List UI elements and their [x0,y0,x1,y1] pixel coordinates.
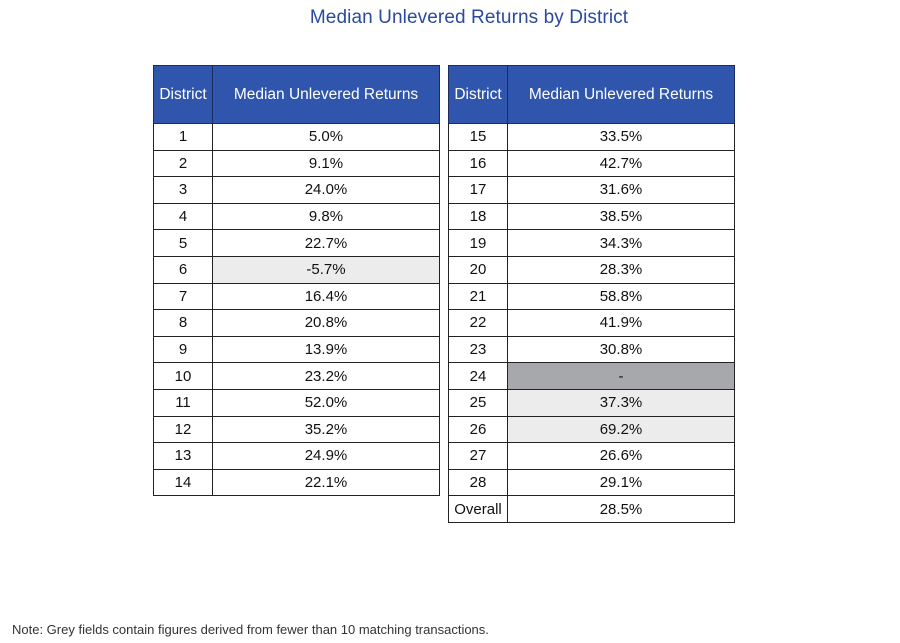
table-row: 9 13.9% [153,335,440,364]
return-value-cell: 58.8% [507,282,735,311]
district-cell: 12 [153,415,213,444]
district-cell: 18 [448,202,508,231]
district-cell: 27 [448,442,508,470]
district-cell: 21 [448,282,508,311]
header-district: District [153,65,213,124]
table-row: 7 16.4% [153,282,440,311]
return-value-cell: 29.1% [507,468,735,497]
table-row: 21 58.8% [448,282,735,311]
return-value-cell: 16.4% [212,282,440,311]
header-row: District Median Unlevered Returns [448,65,735,124]
return-value-cell: 13.9% [212,335,440,364]
table-row: 14 22.1% [153,468,440,497]
district-cell: 23 [448,335,508,364]
district-cell: 8 [153,309,213,337]
table-row: 10 23.2% [153,362,440,390]
return-value-cell: 28.3% [507,255,735,284]
district-cell: 14 [153,468,213,497]
table-row: 19 34.3% [448,229,735,257]
chart-title: Median Unlevered Returns by District [309,7,629,28]
district-cell: 2 [153,149,213,178]
table-row: 26 69.2% [448,415,735,444]
table-row: 15 33.5% [448,123,735,151]
table-row: 16 42.7% [448,149,735,178]
return-value-cell: 26.6% [507,442,735,470]
district-cell: 17 [448,176,508,204]
table-row: 5 22.7% [153,229,440,257]
district-cell: 10 [153,362,213,390]
table-row: 28 29.1% [448,468,735,497]
return-value-cell: 52.0% [212,388,440,417]
table-row: Overall 28.5% [448,495,735,523]
footnote: Note: Grey fields contain figures derive… [12,622,489,637]
table-row: 1 5.0% [153,123,440,151]
return-value-cell: 69.2% [507,415,735,444]
return-value-cell: 24.9% [212,442,440,470]
table-row: 3 24.0% [153,176,440,204]
table-row: 18 38.5% [448,202,735,231]
returns-table-right: District Median Unlevered Returns 15 33.5… [448,65,735,523]
header-row: District Median Unlevered Returns [153,65,440,124]
return-value-cell: - [507,362,735,390]
return-value-cell: 5.0% [212,123,440,151]
district-cell: 3 [153,176,213,204]
return-value-cell: 41.9% [507,309,735,337]
district-cell: 1 [153,123,213,151]
district-cell: 19 [448,229,508,257]
return-value-cell: -5.7% [212,255,440,284]
district-cell: 26 [448,415,508,444]
return-value-cell: 37.3% [507,388,735,417]
table-row: 27 26.6% [448,442,735,470]
district-cell: 16 [448,149,508,178]
return-value-cell: 22.7% [212,229,440,257]
district-cell: 24 [448,362,508,390]
table-row: 6 -5.7% [153,255,440,284]
table-row: 22 41.9% [448,309,735,337]
table-row: 11 52.0% [153,388,440,417]
table-row: 23 30.8% [448,335,735,364]
district-cell: 15 [448,123,508,151]
return-value-cell: 20.8% [212,309,440,337]
return-value-cell: 31.6% [507,176,735,204]
return-value-cell: 9.1% [212,149,440,178]
table-row: 13 24.9% [153,442,440,470]
table-row: 8 20.8% [153,309,440,337]
return-value-cell: 34.3% [507,229,735,257]
table-row: 24- [448,362,735,390]
header-district: District [448,65,508,124]
return-value-cell: 30.8% [507,335,735,364]
district-cell: 4 [153,202,213,231]
district-cell: 13 [153,442,213,470]
header-median-returns: Median Unlevered Returns [507,65,735,124]
return-value-cell: 42.7% [507,149,735,178]
district-cell: 9 [153,335,213,364]
district-cell: 5 [153,229,213,257]
table-row: 20 28.3% [448,255,735,284]
returns-table-left: District Median Unlevered Returns 1 5.0% 2… [153,65,440,497]
district-cell: Overall [448,495,508,523]
district-cell: 22 [448,309,508,337]
return-value-cell: 28.5% [507,495,735,523]
district-cell: 6 [153,255,213,284]
return-value-cell: 35.2% [212,415,440,444]
district-cell: 25 [448,388,508,417]
return-value-cell: 38.5% [507,202,735,231]
district-cell: 28 [448,468,508,497]
return-value-cell: 22.1% [212,468,440,497]
return-value-cell: 23.2% [212,362,440,390]
table-row: 4 9.8% [153,202,440,231]
district-cell: 11 [153,388,213,417]
return-value-cell: 24.0% [212,176,440,204]
return-value-cell: 33.5% [507,123,735,151]
header-median-returns: Median Unlevered Returns [212,65,440,124]
district-cell: 20 [448,255,508,284]
table-row: 25 37.3% [448,388,735,417]
table-row: 12 35.2% [153,415,440,444]
table-row: 17 31.6% [448,176,735,204]
district-cell: 7 [153,282,213,311]
table-row: 2 9.1% [153,149,440,178]
return-value-cell: 9.8% [212,202,440,231]
